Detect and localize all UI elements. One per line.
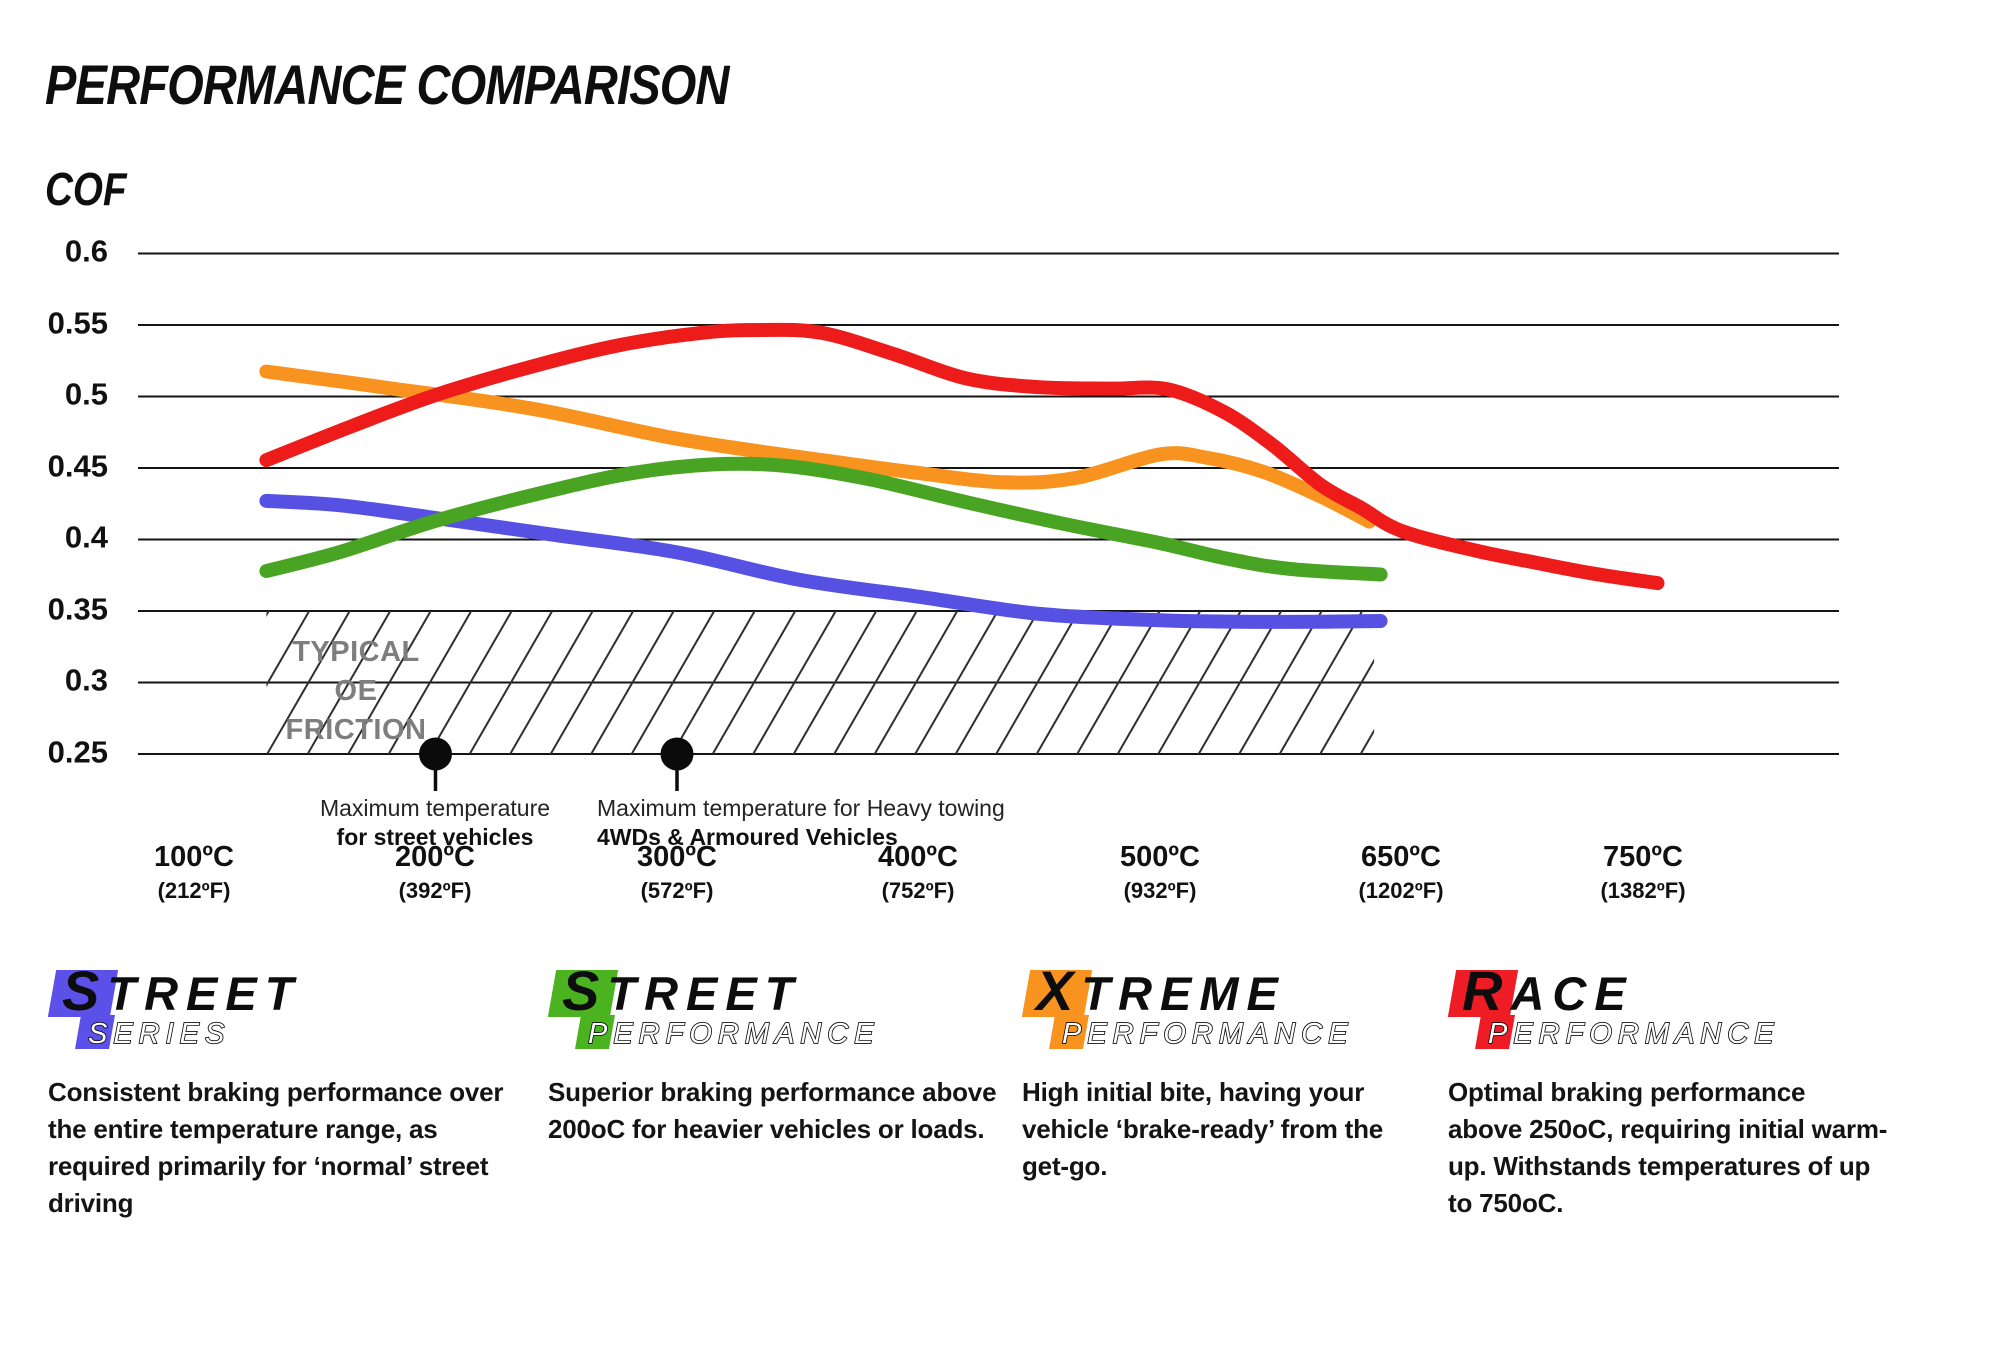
page-title: PERFORMANCE COMPARISON [45, 53, 729, 116]
temp-celsius-label: 200ºC [395, 841, 475, 873]
annotation-line-bold: for street vehicles [336, 824, 534, 850]
legend-race-performance: RACE PERFORMANCE Optimal braking perform… [1447, 959, 1938, 1218]
y-axis-label: 0.35 [47, 591, 108, 627]
legend-xtreme-performance: XTREME PERFORMANCE High initial bite, ha… [1021, 959, 1512, 1181]
logo-word-primary: XTREME [1036, 959, 1286, 1022]
y-axis-label: 0.5 [64, 376, 108, 412]
temp-fahrenheit-label: (1382ºF) [1600, 878, 1686, 903]
y-axis-label: 0.4 [64, 519, 108, 555]
y-axis-label: 0.6 [64, 233, 108, 269]
annotation-line-bold: 4WDs & Armoured Vehicles [597, 824, 898, 850]
annotation-max-temp-street: Maximum temperature for street vehicles [320, 794, 550, 852]
x-axis-tick-label: 200ºC (392ºF) [395, 841, 475, 904]
legend-description: Optimal braking performance above 250oC,… [1448, 1077, 1888, 1218]
legend-description: Superior braking performance above 200oC… [548, 1077, 997, 1144]
legend-description: Consistent braking performance over the … [48, 1077, 504, 1218]
x-axis-tick-label: 650ºC (1202ºF) [1358, 841, 1443, 904]
temp-fahrenheit-label: (1202ºF) [1358, 878, 1444, 903]
temp-fahrenheit-label: (572ºF) [640, 878, 714, 903]
temp-celsius-label: 400ºC [878, 841, 958, 873]
legend-street-series: STREET SERIES Consistent braking perform… [47, 959, 538, 1218]
street-series-logo: STREET SERIES [47, 959, 538, 1070]
y-axis-label: 0.45 [47, 448, 108, 484]
typical-oe-friction-label: TYPICAL OE FRICTION [285, 636, 427, 746]
logo-word-primary: STREET [562, 959, 802, 1022]
annotation-line: Maximum temperature [319, 795, 551, 821]
temp-celsius-label: 650ºC [1361, 841, 1441, 873]
temp-fahrenheit-label: (392ºF) [398, 878, 472, 903]
xtreme-performance-logo: XTREME PERFORMANCE [1021, 959, 1512, 1070]
x-axis-tick-label: 400ºC (752ºF) [878, 841, 958, 904]
legend-description: High initial bite, having your vehicle ‘… [1022, 1077, 1384, 1181]
logo-word-primary: STREET [62, 959, 302, 1022]
logo-word-secondary: PERFORMANCE [1061, 1017, 1354, 1051]
logo-word-primary: RACE [1462, 959, 1634, 1022]
temp-celsius-label: 750ºC [1603, 841, 1683, 873]
annotation-max-temp-heavy-towing: Maximum temperature for Heavy towing 4WD… [597, 794, 1005, 852]
temp-celsius-label: 300ºC [637, 841, 717, 873]
x-axis-tick-label: 100ºC (212ºF) [154, 841, 234, 904]
y-axis-label: 0.55 [47, 305, 108, 341]
y-axis-title: COF [45, 163, 127, 215]
race-performance-logo: RACE PERFORMANCE [1447, 959, 1938, 1070]
logo-word-secondary: SERIES [87, 1017, 231, 1051]
temp-celsius-label: 100ºC [154, 841, 234, 873]
legend-street-performance: STREET PERFORMANCE Superior braking perf… [547, 959, 1038, 1144]
x-axis-tick-label: 500ºC (932ºF) [1120, 841, 1200, 904]
x-axis-tick-label: 750ºC (1382ºF) [1600, 841, 1685, 904]
temp-fahrenheit-label: (752ºF) [881, 878, 955, 903]
x-axis-tick-label: 300ºC (572ºF) [637, 841, 717, 904]
logo-word-secondary: PERFORMANCE [587, 1017, 880, 1051]
logo-word-secondary: PERFORMANCE [1487, 1017, 1780, 1051]
y-axis-label: 0.25 [47, 734, 108, 770]
annotation-line: Maximum temperature for Heavy towing [597, 795, 1005, 821]
street-performance-logo: STREET PERFORMANCE [547, 959, 1038, 1070]
temp-celsius-label: 500ºC [1120, 841, 1200, 873]
temp-fahrenheit-label: (212ºF) [157, 878, 231, 903]
y-axis-label: 0.3 [64, 662, 108, 698]
temp-fahrenheit-label: (932ºF) [1123, 878, 1197, 903]
